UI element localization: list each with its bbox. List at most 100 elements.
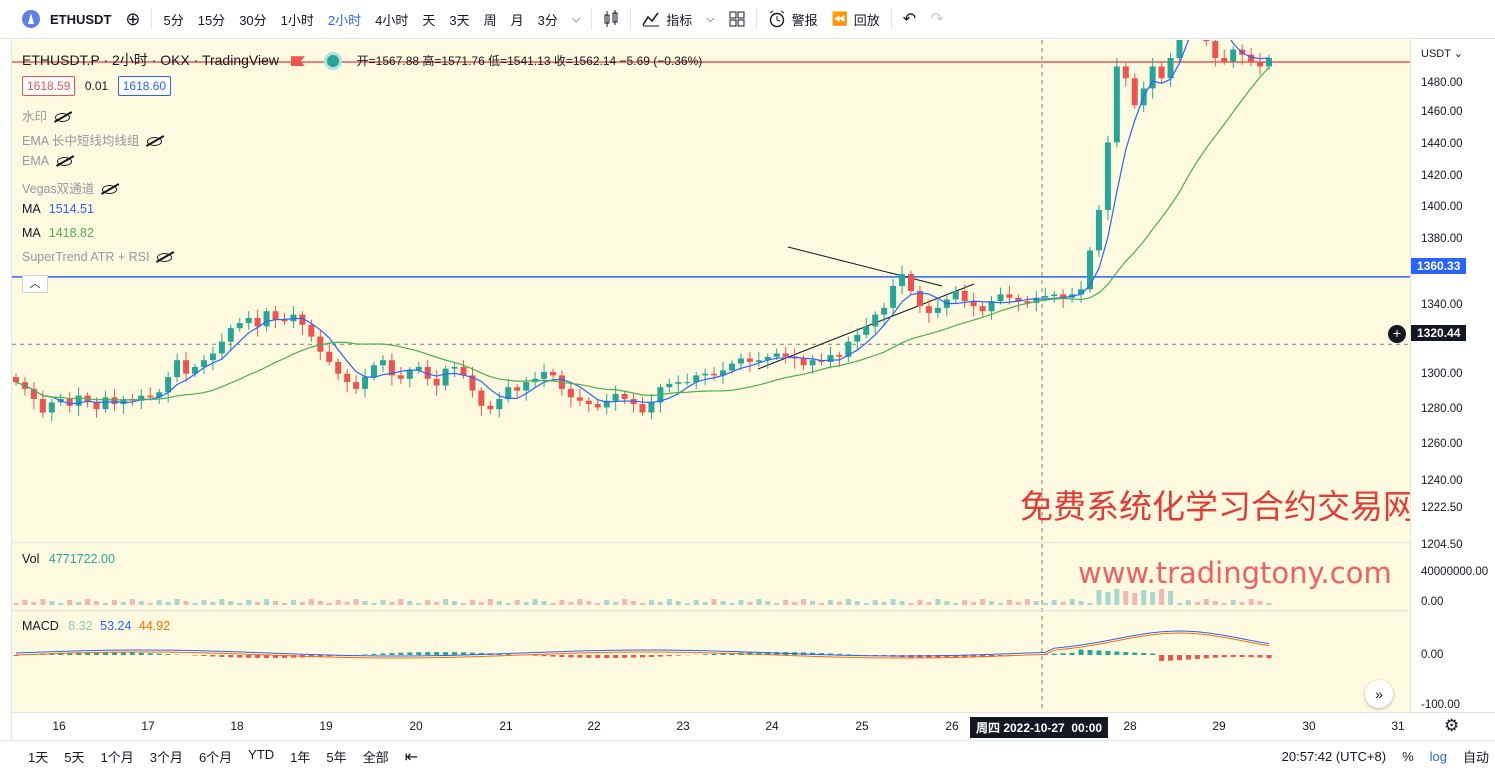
candle-body: [952, 290, 959, 300]
eye-hidden-icon[interactable]: [147, 137, 163, 147]
volume-bar: [675, 601, 681, 605]
price-tick: 1300.00: [1421, 368, 1463, 380]
candlestick-icon: [604, 10, 618, 27]
volume-legend: Vol 4771722.00: [22, 552, 115, 566]
interval-item[interactable]: 天: [422, 12, 436, 28]
chart-canvas[interactable]: [12, 40, 1410, 712]
indicator-row[interactable]: SuperTrend ATR + RSI: [22, 250, 173, 264]
candle-body: [335, 361, 342, 374]
indicators-label: 指标: [666, 12, 693, 28]
volume-bar: [935, 599, 941, 605]
symbol-search[interactable]: ETHUSDT: [50, 11, 112, 27]
gear-icon[interactable]: ⚙: [1444, 716, 1460, 735]
eye-hidden-icon[interactable]: [57, 157, 73, 167]
interval-item[interactable]: 5分: [163, 12, 184, 28]
interval-item[interactable]: 15分: [197, 12, 226, 28]
volume-bar: [237, 603, 243, 605]
price-axis[interactable]: USDT ⌄ 1480.00 1460.00 1440.00 1420.00 1400.…: [1410, 40, 1495, 712]
volume-bar: [1177, 603, 1182, 605]
range-button[interactable]: YTD: [248, 747, 275, 762]
buy-price-button[interactable]: 1618.60: [117, 76, 172, 96]
volume-bar: [577, 599, 583, 605]
interval-item[interactable]: 3分: [537, 12, 558, 28]
macd-histogram-bar: [1141, 653, 1147, 655]
eye-hidden-icon[interactable]: [102, 185, 118, 195]
macd-histogram-bar: [76, 652, 82, 655]
range-button[interactable]: 1个月: [100, 750, 134, 765]
candle-body: [487, 405, 494, 410]
eye-hidden-icon[interactable]: [55, 113, 71, 123]
interval-item[interactable]: 1小时: [280, 12, 314, 28]
interval-item[interactable]: 3天: [449, 12, 470, 28]
layout-button[interactable]: [722, 0, 752, 39]
percent-toggle[interactable]: %: [1402, 749, 1414, 764]
candle-body: [961, 290, 968, 302]
indicator-row[interactable]: MA 1418.82: [22, 226, 94, 240]
currency-selector[interactable]: USDT ⌄: [1421, 48, 1464, 60]
chevron-down-icon[interactable]: ⌵: [706, 12, 715, 25]
range-button[interactable]: 1天: [28, 750, 49, 765]
scroll-to-realtime-button[interactable]: »: [1365, 680, 1393, 708]
range-button[interactable]: 5天: [64, 750, 85, 765]
macd-histogram-bar: [953, 655, 959, 658]
range-button[interactable]: 5年: [326, 750, 347, 765]
volume-bar: [1159, 589, 1165, 605]
clock-time[interactable]: 20:57:42 (UTC+8): [1281, 749, 1387, 764]
candle-body: [1212, 41, 1219, 58]
indicator-row[interactable]: EMA 长中短线均线组: [22, 130, 163, 149]
interval-item[interactable]: 月: [510, 12, 524, 28]
candle-body: [1167, 58, 1174, 79]
sell-price-button[interactable]: 1618.59: [22, 76, 76, 96]
range-button[interactable]: 全部: [362, 750, 389, 765]
candle-body: [254, 317, 261, 327]
auto-toggle[interactable]: 自动: [1462, 750, 1489, 765]
add-crosshair-icon[interactable]: +: [1388, 325, 1406, 343]
undo-button[interactable]: ↶: [902, 11, 917, 28]
indicator-row[interactable]: Vegas双通道: [22, 178, 118, 197]
add-symbol-button[interactable]: ⊕: [125, 8, 141, 29]
interval-item[interactable]: 周: [483, 12, 497, 28]
range-button[interactable]: 6个月: [198, 750, 233, 765]
chevron-down-icon[interactable]: ⌵: [571, 12, 581, 25]
candle-body: [433, 378, 440, 386]
candle-body: [156, 392, 163, 398]
interval-item[interactable]: 30分: [239, 12, 267, 28]
volume-bar: [58, 603, 64, 605]
volume-bar: [1266, 603, 1272, 605]
redo-button[interactable]: ↷: [930, 11, 944, 28]
indicator-row[interactable]: 水印: [22, 106, 71, 125]
alert-button[interactable]: 警报: [761, 0, 825, 39]
volume-bar: [792, 602, 798, 605]
eye-hidden-icon[interactable]: [157, 253, 173, 263]
log-toggle[interactable]: log: [1429, 749, 1447, 764]
range-button[interactable]: 3个月: [149, 750, 183, 765]
candle-body: [693, 375, 700, 383]
macd-histogram-bar: [1159, 655, 1165, 661]
candle-style-button[interactable]: [596, 0, 626, 39]
indicators-button[interactable]: 指标: [635, 0, 699, 39]
macd-histogram-bar: [631, 655, 637, 658]
indicator-row[interactable]: EMA: [22, 154, 73, 168]
volume-bar: [980, 599, 986, 605]
candle-body: [1024, 301, 1031, 303]
volume-bar: [962, 600, 968, 605]
collapse-legend-button[interactable]: ︿: [22, 275, 48, 293]
interval-item[interactable]: 2小时: [327, 12, 362, 28]
candle-body: [1095, 209, 1102, 251]
date-range-icon[interactable]: ⇤: [404, 748, 419, 766]
candle-body: [1266, 58, 1272, 67]
volume-bar: [1024, 599, 1030, 605]
volume-bar: [926, 602, 932, 605]
volume-bar: [648, 600, 654, 605]
volume-bar: [85, 599, 91, 605]
range-button[interactable]: 1年: [290, 750, 311, 765]
macd-histogram-bar: [720, 653, 726, 655]
macd-histogram-bar: [1096, 650, 1102, 655]
volume-bar: [31, 602, 37, 605]
time-axis[interactable]: 16 17 18 19 20 21 22 23 24 25 26 28 29 30 31 周四 2022-1…: [12, 712, 1495, 740]
candle-body: [478, 390, 485, 406]
macd-histogram-bar: [622, 655, 628, 658]
replay-button[interactable]: ⏪ 回放: [825, 0, 887, 39]
indicator-row[interactable]: MA 1514.51: [22, 202, 94, 216]
interval-item[interactable]: 4小时: [375, 12, 409, 28]
